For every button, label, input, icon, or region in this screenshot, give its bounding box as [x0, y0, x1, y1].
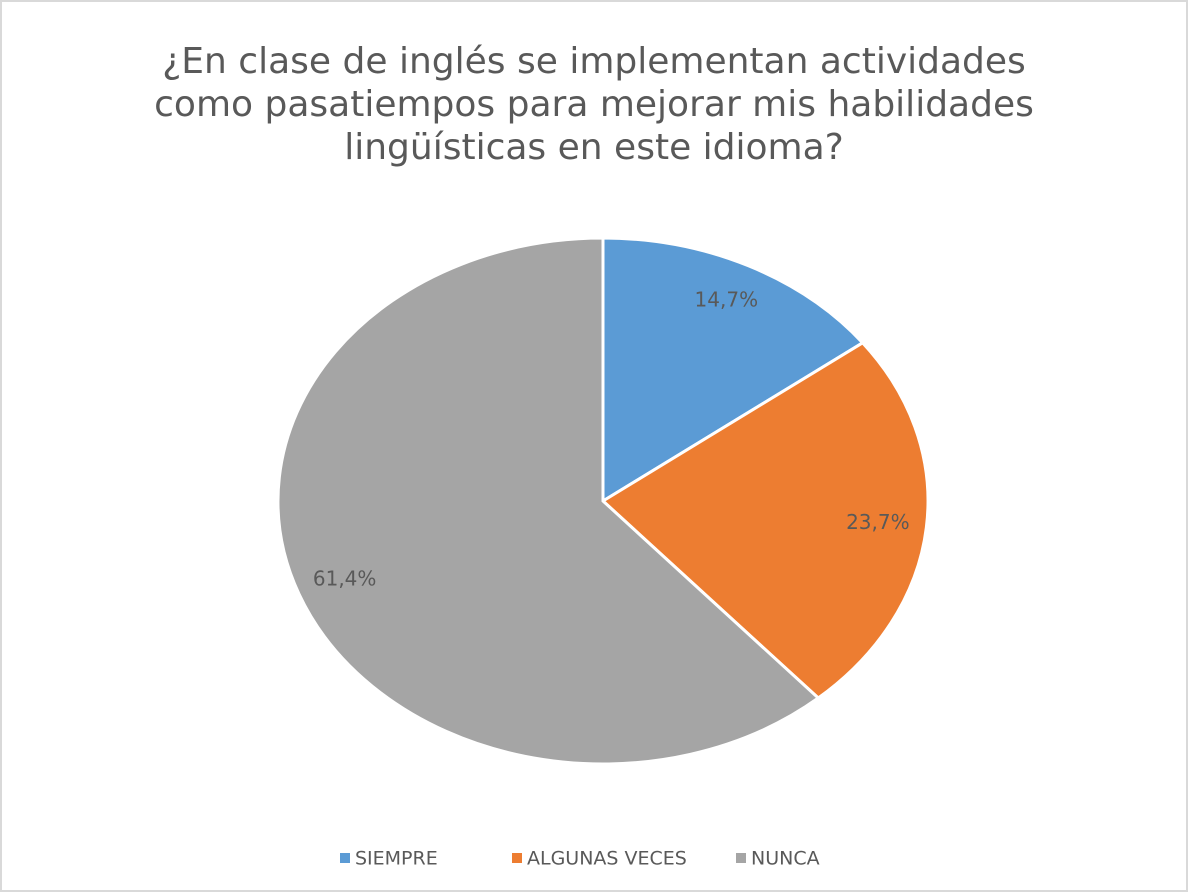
legend-label: NUNCA	[751, 848, 820, 870]
legend-swatch	[512, 853, 522, 863]
data-label: 14,7%	[695, 287, 759, 311]
legend-swatch	[736, 853, 746, 863]
chart-title: lingüísticas en este idioma?	[344, 127, 844, 168]
data-label: 61,4%	[313, 567, 377, 591]
chart-title: como pasatiempos para mejorar mis habili…	[154, 84, 1034, 125]
pie-slice	[600, 340, 930, 700]
pie-slice	[601, 236, 865, 504]
legend-label: SIEMPRE	[355, 848, 438, 870]
chart-title: ¿En clase de inglés se implementan activ…	[162, 41, 1026, 82]
legend-label: ALGUNAS VECES	[527, 848, 687, 870]
legend-swatch	[340, 853, 350, 863]
pie-slice	[276, 236, 821, 766]
data-label: 23,7%	[846, 510, 910, 534]
